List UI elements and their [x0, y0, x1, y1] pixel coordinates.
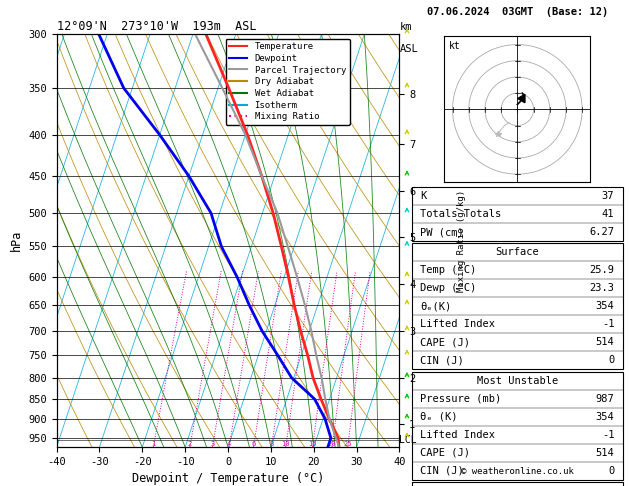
Text: 8: 8 [269, 441, 274, 447]
Text: Totals Totals: Totals Totals [420, 209, 502, 219]
Text: 1: 1 [151, 441, 155, 447]
Text: θₑ(K): θₑ(K) [420, 301, 452, 312]
X-axis label: Dewpoint / Temperature (°C): Dewpoint / Temperature (°C) [132, 472, 324, 486]
Text: 2: 2 [187, 441, 192, 447]
Text: 10: 10 [281, 441, 290, 447]
Text: 514: 514 [596, 337, 615, 347]
Text: 6.27: 6.27 [589, 227, 615, 237]
Text: 25: 25 [343, 441, 352, 447]
Text: 6: 6 [252, 441, 255, 447]
Text: PW (cm): PW (cm) [420, 227, 464, 237]
Text: 25.9: 25.9 [589, 265, 615, 276]
Text: 15: 15 [308, 441, 317, 447]
Text: Lifted Index: Lifted Index [420, 430, 496, 440]
Text: CAPE (J): CAPE (J) [420, 448, 470, 458]
Text: © weatheronline.co.uk: © weatheronline.co.uk [461, 467, 574, 476]
Text: CAPE (J): CAPE (J) [420, 337, 470, 347]
Text: θₑ (K): θₑ (K) [420, 412, 458, 422]
Text: 20: 20 [328, 441, 337, 447]
Legend: Temperature, Dewpoint, Parcel Trajectory, Dry Adiabat, Wet Adiabat, Isotherm, Mi: Temperature, Dewpoint, Parcel Trajectory… [226, 38, 350, 125]
Text: 23.3: 23.3 [589, 283, 615, 294]
Text: 0: 0 [608, 466, 615, 476]
Text: K: K [420, 191, 426, 201]
Text: Surface: Surface [496, 247, 539, 258]
Text: Pressure (mb): Pressure (mb) [420, 394, 502, 404]
Text: CIN (J): CIN (J) [420, 466, 464, 476]
Text: Lifted Index: Lifted Index [420, 319, 496, 330]
Text: 514: 514 [596, 448, 615, 458]
Text: ASL: ASL [399, 44, 418, 54]
Y-axis label: hPa: hPa [9, 230, 23, 251]
Text: 07.06.2024  03GMT  (Base: 12): 07.06.2024 03GMT (Base: 12) [426, 7, 608, 17]
Text: Temp (°C): Temp (°C) [420, 265, 477, 276]
Text: -1: -1 [602, 319, 615, 330]
Text: 354: 354 [596, 301, 615, 312]
Text: Most Unstable: Most Unstable [477, 376, 558, 386]
Text: -1: -1 [602, 430, 615, 440]
Text: km: km [399, 22, 412, 32]
Text: LCL: LCL [399, 435, 417, 445]
Text: 0: 0 [608, 355, 615, 365]
Text: 354: 354 [596, 412, 615, 422]
Text: 41: 41 [602, 209, 615, 219]
Text: Mixing Ratio (g/kg): Mixing Ratio (g/kg) [457, 190, 465, 292]
Text: 37: 37 [602, 191, 615, 201]
Text: 3: 3 [210, 441, 214, 447]
Text: 12°09'N  273°10'W  193m  ASL: 12°09'N 273°10'W 193m ASL [57, 20, 256, 33]
Text: kt: kt [449, 41, 460, 51]
Text: 987: 987 [596, 394, 615, 404]
Text: Dewp (°C): Dewp (°C) [420, 283, 477, 294]
Text: 4: 4 [227, 441, 231, 447]
Text: CIN (J): CIN (J) [420, 355, 464, 365]
